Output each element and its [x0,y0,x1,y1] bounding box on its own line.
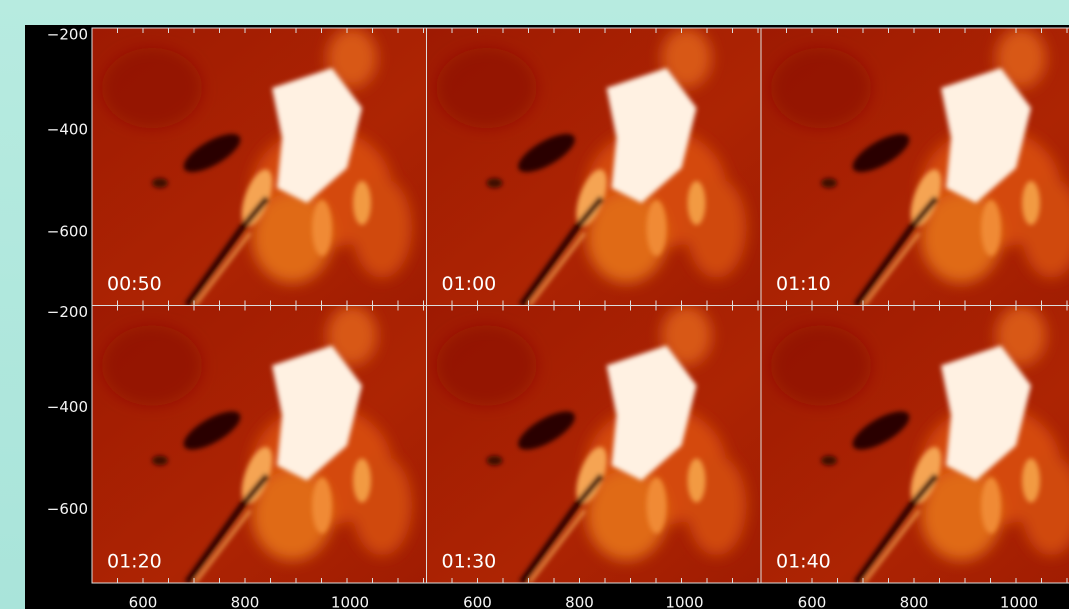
y-tick-label: −200 [47,26,88,44]
panel-time: 01:00 [442,273,497,295]
x-tick-label: 800 [900,594,929,609]
solar-image [92,306,427,583]
figure: 00:50 01:00 01:10 01:20 01:30 01:40 −200 −400 −6… [0,0,1069,609]
x-tick-label: 800 [565,594,594,609]
panel-time: 01:40 [776,551,831,573]
solar-panel: 01:40 [761,306,1069,584]
panel-time: 01:30 [442,551,497,573]
solar-image [427,306,762,583]
x-tick-label: 1000 [1000,594,1038,609]
solar-panel: 01:20 [92,306,427,584]
y-tick-label: −600 [47,500,88,518]
panel-time: 00:50 [107,273,162,295]
page: 00:50 01:00 01:10 01:20 01:30 01:40 −200 −400 −6… [0,0,1069,609]
y-tick-label: −400 [47,121,88,139]
x-tick-label: 600 [129,594,158,609]
x-tick-label: 600 [798,594,827,609]
x-tick-label: 1000 [331,594,369,609]
x-tick-label: 800 [231,594,260,609]
solar-panel: 00:50 [92,28,427,306]
x-tick-label: 600 [463,594,492,609]
panel-time: 01:10 [776,273,831,295]
y-tick-label: −600 [47,223,88,241]
solar-image [761,28,1069,305]
x-tick-label: 1000 [665,594,703,609]
solar-panel: 01:10 [761,28,1069,306]
solar-image [92,28,427,305]
solar-panel: 01:00 [427,28,762,306]
solar-image [761,306,1069,583]
panel-time: 01:20 [107,551,162,573]
y-tick-label: −200 [47,303,88,321]
solar-panel: 01:30 [427,306,762,584]
y-tick-label: −400 [47,398,88,416]
solar-image [427,28,762,305]
